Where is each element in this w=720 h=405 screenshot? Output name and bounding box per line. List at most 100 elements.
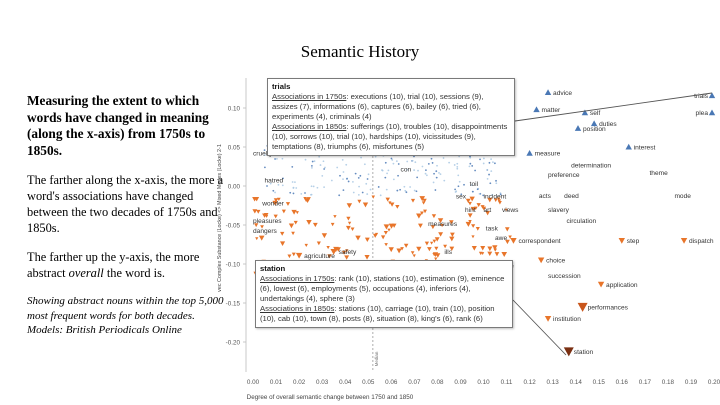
blue-point (436, 164, 438, 167)
orange-point (424, 241, 430, 246)
left-paragraph-2-emphasis: overall (68, 266, 104, 280)
orange-point (443, 244, 448, 249)
blue-point (323, 168, 326, 170)
blue-point (434, 189, 437, 191)
y-tick-label: 0.10 (228, 106, 241, 113)
orange-point (346, 203, 353, 209)
marker-dispatch (680, 238, 688, 244)
orange-point (487, 246, 493, 252)
label-matter: matter (542, 107, 561, 114)
marker-correspondent (510, 238, 517, 244)
label-acts: acts (539, 193, 552, 200)
blue-point (357, 193, 360, 196)
orange-point (371, 195, 376, 199)
orange-point (306, 197, 311, 202)
y-tick-label: -0.20 (226, 340, 241, 347)
blue-point (399, 188, 402, 191)
label-mode: mode (674, 193, 691, 200)
label-awe: awe (495, 235, 507, 242)
orange-point (350, 227, 355, 231)
orange-point (492, 245, 498, 251)
blue-point (421, 165, 424, 168)
orange-point (295, 211, 299, 215)
blue-point (316, 186, 319, 189)
tooltip-station-1850s: Associations in 1850s: stations (10), ca… (260, 304, 508, 324)
tooltip-trials-1750s-label: Associations in 1750s (272, 92, 347, 101)
marker-performances-highlight (577, 302, 588, 312)
x-tick-label: 0.08 (431, 379, 444, 386)
blue-point (499, 193, 502, 196)
label-theme: theme (649, 170, 668, 177)
x-tick-label: 0.14 (570, 379, 583, 386)
x-tick-label: 0.15 (593, 379, 606, 386)
orange-point (364, 254, 370, 260)
blue-point (482, 162, 485, 165)
orange-point (333, 215, 337, 219)
label-dispatch: dispatch (689, 238, 714, 245)
blue-point (458, 180, 461, 183)
orange-point (385, 197, 390, 202)
tooltip-trials-word: trials (272, 82, 291, 91)
label-agriculture: agriculture (304, 253, 335, 260)
orange-point (440, 223, 444, 228)
orange-point (293, 220, 298, 225)
orange-point (383, 230, 388, 235)
blue-point (304, 158, 307, 161)
orange-point (434, 237, 440, 242)
blue-point (264, 154, 266, 157)
blue-point (448, 161, 451, 164)
orange-point (364, 237, 370, 242)
label-hatred: hatred (265, 177, 284, 184)
blue-point (460, 193, 463, 196)
orange-point (345, 249, 349, 253)
blue-point (291, 165, 294, 168)
blue-point (404, 189, 407, 192)
orange-point (481, 252, 485, 256)
blue-point (490, 170, 493, 173)
marker-matter (533, 106, 540, 113)
x-tick-label: 0.03 (316, 379, 329, 386)
orange-point (487, 197, 493, 203)
orange-point (252, 209, 258, 214)
orange-point (383, 224, 390, 230)
x-tick-label: 0.00 (247, 379, 260, 386)
orange-point (412, 254, 416, 258)
blue-point (431, 162, 434, 164)
blue-point (456, 162, 459, 165)
blue-point (322, 160, 325, 163)
blue-point (495, 179, 497, 182)
blue-point (266, 185, 268, 187)
orange-point (468, 220, 472, 224)
x-tick-label: 0.07 (408, 379, 421, 386)
y-tick-label: -0.10 (226, 262, 241, 269)
left-note-line-1: Showing abstract nouns within the top 5,… (27, 295, 224, 322)
blue-point (435, 170, 438, 173)
blue-point (397, 174, 399, 177)
blue-point (342, 189, 345, 192)
orange-point (357, 199, 362, 204)
orange-point (263, 212, 269, 218)
orange-point (304, 243, 308, 247)
orange-point (346, 216, 351, 221)
marker-station-highlight (563, 347, 574, 357)
orange-point (362, 202, 369, 208)
blue-point (483, 157, 485, 160)
orange-point (321, 233, 328, 239)
marker-advice (544, 89, 552, 95)
marker-interest (625, 143, 632, 150)
x-tick-label: 0.17 (639, 379, 652, 386)
orange-point (493, 248, 498, 252)
label-advice: advice (553, 90, 572, 97)
blue-point (490, 158, 492, 161)
blue-point (323, 186, 325, 189)
blue-point (292, 192, 295, 195)
orange-point (316, 241, 321, 246)
left-paragraph-2-end: the word is. (103, 266, 165, 280)
x-tick-label: 0.06 (385, 379, 398, 386)
blue-point (387, 169, 390, 172)
orange-point (355, 235, 361, 241)
orange-point (273, 214, 278, 219)
label-dangers: dangers (253, 228, 278, 235)
blue-point (300, 192, 303, 195)
